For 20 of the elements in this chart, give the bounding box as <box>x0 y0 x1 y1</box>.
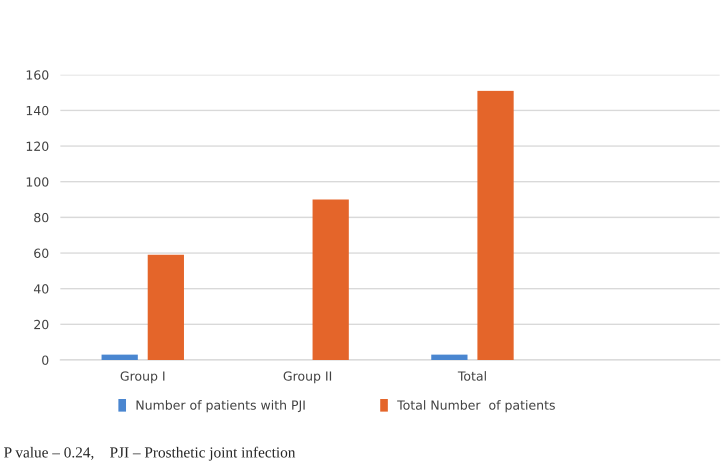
y-tick-label: 20 <box>34 320 48 330</box>
bar <box>431 354 468 360</box>
y-tick-label: 40 <box>34 284 48 294</box>
y-tick-label: 160 <box>26 70 48 80</box>
legend-label: Number of patients with PJI <box>136 400 305 412</box>
bar <box>312 200 349 360</box>
x-tick-label: Total <box>458 371 486 381</box>
y-tick-label: 140 <box>26 106 48 116</box>
legend-label: Total Number of patients <box>397 400 555 412</box>
x-tick-label: Group I <box>120 371 164 384</box>
x-tick-label: Group II <box>284 371 332 384</box>
bar <box>477 90 514 360</box>
text: P value – 0.24, PJI – Prosthetic joint infection <box>4 446 296 461</box>
y-tick-label: 0 <box>42 355 48 365</box>
y-tick-label: 120 <box>26 142 48 152</box>
y-tick-label: 100 <box>26 177 48 187</box>
y-tick-label: 80 <box>34 212 48 222</box>
bar <box>102 354 138 360</box>
bar <box>148 254 184 360</box>
y-tick-label: 60 <box>34 248 48 258</box>
